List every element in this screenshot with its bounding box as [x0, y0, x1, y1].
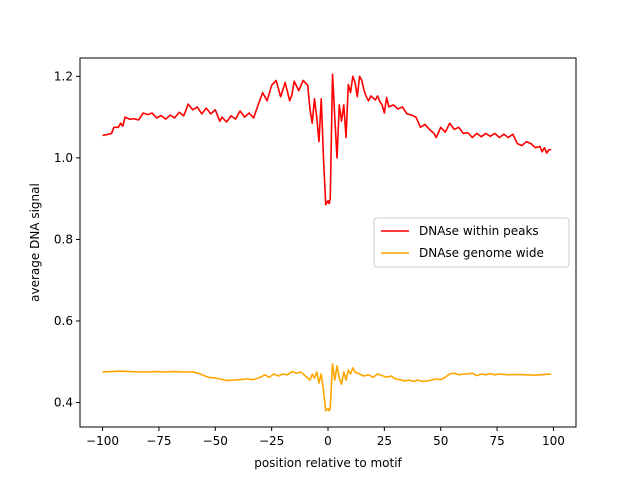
- series-layer: [102, 73, 552, 412]
- x-tick-label: −100: [86, 434, 119, 448]
- x-axis: −100 −75 −50 −25 0 25 50 75 100: [86, 427, 565, 448]
- y-tick-label: 1.0: [54, 151, 73, 165]
- y-tick-label: 0.4: [54, 396, 73, 410]
- x-tick-label: 50: [433, 434, 448, 448]
- x-tick-label: 25: [377, 434, 392, 448]
- x-tick-label: −50: [203, 434, 228, 448]
- x-tick-label: −75: [146, 434, 171, 448]
- y-axis-label: average DNA signal: [28, 183, 42, 302]
- legend-label-peaks: DNAse within peaks: [419, 224, 539, 238]
- y-tick-label: 0.8: [54, 232, 73, 246]
- x-tick-label: 75: [489, 434, 504, 448]
- y-tick-label: 0.6: [54, 314, 73, 328]
- x-axis-label: position relative to motif: [254, 456, 402, 470]
- legend-box: [373, 217, 570, 268]
- y-axis: 0.4 0.6 0.8 1.0 1.2: [54, 69, 80, 410]
- series-line-peaks: [102, 73, 552, 206]
- x-tick-label: 0: [324, 434, 332, 448]
- legend-label-genome-wide: DNAse genome wide: [419, 246, 544, 260]
- series-line-genome-wide: [102, 363, 552, 412]
- x-tick-label: −25: [259, 434, 284, 448]
- legend: DNAse within peaks DNAse genome wide: [373, 217, 570, 268]
- y-tick-label: 1.2: [54, 69, 73, 83]
- x-tick-label: 100: [542, 434, 565, 448]
